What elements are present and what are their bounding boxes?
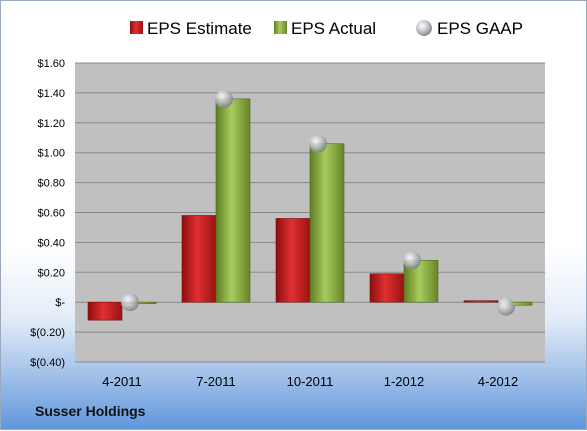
y-tick-label: $(0.20) xyxy=(30,327,65,339)
y-tick-label: $1.00 xyxy=(37,148,65,160)
legend-label-actual: EPS Actual xyxy=(291,19,376,38)
y-tick-label: $1.60 xyxy=(37,58,65,70)
estimate-bar xyxy=(87,301,123,321)
gaap-marker xyxy=(403,251,421,270)
legend-swatch-estimate xyxy=(130,21,143,34)
actual-bar xyxy=(215,98,251,303)
x-tick-label: 7-2011 xyxy=(196,374,236,389)
estimate-bar xyxy=(369,273,405,303)
x-tick-label: 4-2011 xyxy=(102,374,142,389)
y-tick-label: $(0.40) xyxy=(30,357,65,369)
company-name: Susser Holdings xyxy=(35,403,146,419)
y-tick-label: $0.80 xyxy=(37,178,65,190)
legend-label-gaap: EPS GAAP xyxy=(437,19,523,38)
y-axis-ticks: $(0.40) $(0.20) $- $0.20 $0.40 $0.60 $0.80 $1.0… xyxy=(30,58,65,369)
legend: EPS Estimate EPS Actual EPS GAAP xyxy=(130,19,523,38)
x-tick-label: 10-2011 xyxy=(287,374,334,389)
gaap-markers xyxy=(121,89,515,316)
estimate-bar xyxy=(463,300,499,303)
gaap-marker xyxy=(309,134,327,153)
legend-swatch-gaap xyxy=(416,20,432,36)
y-tick-label: $0.60 xyxy=(37,208,65,220)
y-tick-label: $0.20 xyxy=(37,267,65,279)
y-tick-label: $1.40 xyxy=(37,88,65,100)
estimate-bar xyxy=(181,215,217,303)
x-tick-label: 1-2012 xyxy=(384,374,424,389)
x-axis-ticks: 4-2011 7-2011 10-2011 1-2012 4-2012 xyxy=(102,374,518,389)
estimate-bar xyxy=(275,218,311,303)
legend-label-estimate: EPS Estimate xyxy=(147,19,252,38)
gaap-marker xyxy=(121,293,139,312)
gaap-marker xyxy=(215,89,233,108)
y-tick-label: $0.40 xyxy=(37,237,65,249)
legend-swatch-actual xyxy=(274,21,287,34)
y-tick-label: $1.20 xyxy=(37,118,65,130)
bars xyxy=(87,98,533,321)
actual-bar xyxy=(309,143,345,303)
gaap-marker xyxy=(497,297,515,316)
y-tick-label: $- xyxy=(55,297,65,309)
x-tick-label: 4-2012 xyxy=(478,374,518,389)
